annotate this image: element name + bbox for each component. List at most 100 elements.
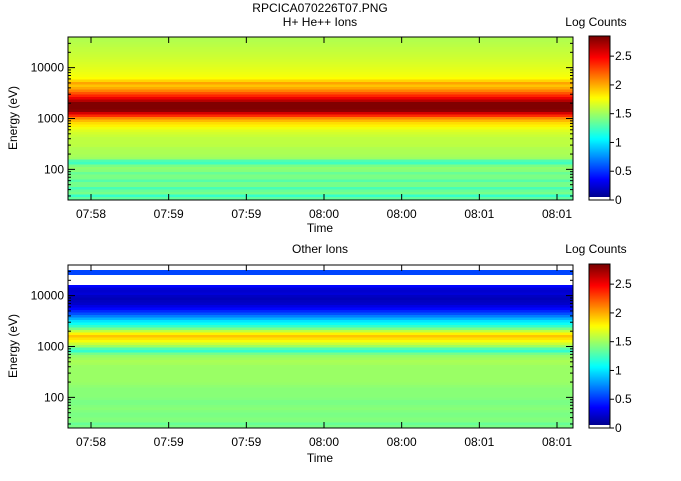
colorbar-swatch xyxy=(589,148,610,151)
heatmap-row xyxy=(68,72,573,75)
colorbar-swatch xyxy=(589,106,610,109)
colorbar-swatch xyxy=(589,48,610,51)
colorbar-swatch xyxy=(589,394,610,397)
colorbar-tick-label: 1.5 xyxy=(615,107,632,121)
heatmap-row xyxy=(68,300,573,303)
colorbar-swatch xyxy=(589,296,610,299)
panel-2-colorbar-label: Log Counts xyxy=(565,242,626,256)
colorbar-swatch xyxy=(589,66,610,69)
y-tick-label: 10000 xyxy=(31,289,65,303)
colorbar-swatch xyxy=(589,290,610,293)
x-tick-label: 07:58 xyxy=(76,207,106,221)
heatmap-row xyxy=(68,387,573,391)
heatmap-row xyxy=(68,149,573,153)
heatmap-row xyxy=(68,382,573,386)
heatmap-row xyxy=(68,134,573,138)
colorbar-swatch xyxy=(589,310,610,313)
colorbar-swatch xyxy=(589,76,610,79)
colorbar-swatch xyxy=(589,112,610,115)
x-tick-label: 07:59 xyxy=(231,435,261,449)
colorbar-swatch xyxy=(589,418,610,421)
heatmap-row xyxy=(68,420,573,423)
colorbar-swatch xyxy=(589,102,610,105)
colorbar-swatch xyxy=(589,194,610,197)
heatmap-row xyxy=(68,57,573,60)
colorbar-swatch xyxy=(589,332,610,335)
heatmap-row xyxy=(68,275,573,278)
heatmap-row xyxy=(68,400,573,403)
x-tick-label: 07:59 xyxy=(154,207,184,221)
heatmap-row xyxy=(68,292,573,296)
colorbar-tick-label: 1.5 xyxy=(615,335,632,349)
colorbar-swatch xyxy=(589,44,610,47)
colorbar-swatch xyxy=(589,144,610,147)
colorbar-swatch xyxy=(589,36,610,39)
x-tick-label: 08:01 xyxy=(464,207,494,221)
colorbar-tick-label: 1 xyxy=(615,135,622,149)
colorbar-swatch xyxy=(589,160,610,163)
heatmap-row xyxy=(68,167,573,170)
heatmap-row xyxy=(68,99,573,103)
heatmap-row xyxy=(68,312,573,316)
heatmap-row xyxy=(68,137,573,140)
heatmap-row xyxy=(68,425,573,428)
heatmap-row xyxy=(68,282,573,286)
colorbar-swatch xyxy=(589,62,610,65)
colorbar-swatch xyxy=(589,380,610,383)
heatmap-row xyxy=(68,285,573,288)
heatmap-row xyxy=(68,325,573,328)
colorbar-swatch xyxy=(589,132,610,135)
heatmap-row xyxy=(68,272,573,276)
colorbar-swatch xyxy=(589,46,610,49)
colorbar-swatch xyxy=(589,416,610,419)
heatmap-row xyxy=(68,337,573,341)
heatmap-row xyxy=(68,397,573,401)
heatmap-row xyxy=(68,405,573,408)
heatmap-row xyxy=(68,104,573,108)
heatmap-row xyxy=(68,79,573,83)
colorbar-swatch xyxy=(589,312,610,315)
colorbar-swatch xyxy=(589,372,610,375)
colorbar-swatch xyxy=(589,288,610,291)
heatmap-row xyxy=(68,187,573,190)
colorbar-swatch xyxy=(589,156,610,159)
heatmap-row xyxy=(68,147,573,150)
heatmap-row xyxy=(68,97,573,100)
colorbar-swatch xyxy=(589,340,610,343)
colorbar-swatch xyxy=(589,308,610,311)
heatmap-row xyxy=(68,52,573,55)
heatmap-row xyxy=(68,322,573,326)
heatmap-row xyxy=(68,142,573,145)
x-tick-label: 07:59 xyxy=(231,207,261,221)
colorbar-swatch xyxy=(589,406,610,409)
heatmap-row xyxy=(68,327,573,331)
heatmap-row xyxy=(68,297,573,301)
colorbar-swatch xyxy=(589,422,610,425)
heatmap-row xyxy=(68,362,573,366)
x-tick-label: 07:59 xyxy=(154,435,184,449)
colorbar-swatch xyxy=(589,197,610,200)
colorbar-swatch xyxy=(589,362,610,365)
panel-1-heatmap xyxy=(68,37,573,200)
heatmap-row xyxy=(68,330,573,333)
colorbar-swatch xyxy=(589,368,610,371)
colorbar-swatch xyxy=(589,354,610,357)
colorbar-swatch xyxy=(589,138,610,141)
heatmap-row xyxy=(68,412,573,416)
panel-2-ylabel: Energy (eV) xyxy=(6,314,20,378)
colorbar-swatch xyxy=(589,172,610,175)
colorbar-swatch xyxy=(589,386,610,389)
colorbar-swatch xyxy=(589,425,610,428)
heatmap-row xyxy=(68,74,573,78)
heatmap-row xyxy=(68,184,573,188)
heatmap-row xyxy=(68,89,573,93)
heatmap-row xyxy=(68,92,573,95)
colorbar-swatch xyxy=(589,108,610,111)
colorbar-swatch xyxy=(589,306,610,309)
colorbar-swatch xyxy=(589,40,610,43)
colorbar-swatch xyxy=(589,280,610,283)
heatmap-row xyxy=(68,39,573,43)
heatmap-row xyxy=(68,315,573,318)
heatmap-row xyxy=(68,347,573,351)
colorbar-swatch xyxy=(589,104,610,107)
